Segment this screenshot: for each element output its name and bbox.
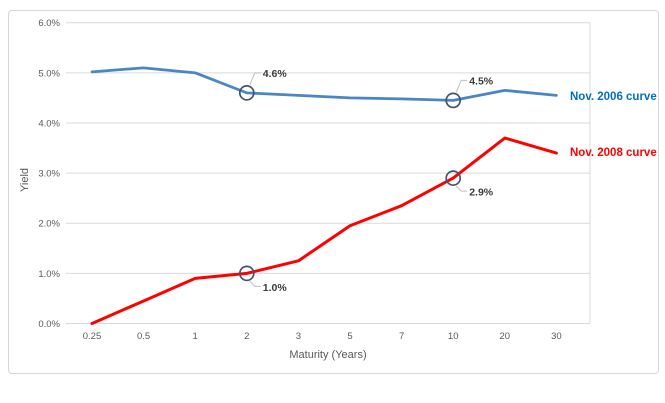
x-tick-label: 5 <box>347 331 352 342</box>
x-tick-label: 0.25 <box>83 331 102 342</box>
x-tick-label: 2 <box>244 331 249 342</box>
x-tick-label: 20 <box>500 331 511 342</box>
y-tick-label: 1.0% <box>38 269 60 280</box>
x-tick-label: 1 <box>193 331 198 342</box>
y-tick-label: 3.0% <box>38 169 60 180</box>
data-point-marker <box>445 170 462 186</box>
data-point-marker <box>238 85 255 101</box>
annotation-label: 4.5% <box>469 75 494 87</box>
data-point-marker <box>238 265 255 282</box>
series-line-nov-2006-curve <box>90 66 558 102</box>
data-point-marker <box>445 92 462 109</box>
y-axis-title: Yield <box>19 168 31 192</box>
annotation-leader <box>455 79 468 93</box>
y-tick-label: 6.0% <box>38 18 60 29</box>
series-label-nov-2008: Nov. 2008 curve <box>570 147 657 159</box>
annotation-leader <box>455 185 468 192</box>
x-tick-label: 7 <box>399 331 404 342</box>
y-tick-label: 2.0% <box>38 219 60 230</box>
annotation-leader <box>249 72 261 86</box>
series-label-nov-2006: Nov. 2006 curve <box>570 91 657 103</box>
y-tick-label: 4.0% <box>38 118 60 129</box>
x-tick-label: 30 <box>551 331 562 342</box>
y-tick-label: 5.0% <box>38 68 60 79</box>
x-tick-label: 3 <box>296 331 301 342</box>
annotation-label: 1.0% <box>263 282 288 294</box>
x-axis-title: Maturity (Years) <box>289 349 366 361</box>
series-line-nov-2008-curve <box>90 136 558 325</box>
x-tick-label: 0.5 <box>137 331 150 342</box>
annotation-leader <box>249 281 261 287</box>
x-tick-label: 10 <box>448 331 459 342</box>
annotation-label: 4.6% <box>263 68 288 80</box>
annotation-label: 2.9% <box>469 187 494 199</box>
y-tick-label: 0.0% <box>38 319 60 330</box>
